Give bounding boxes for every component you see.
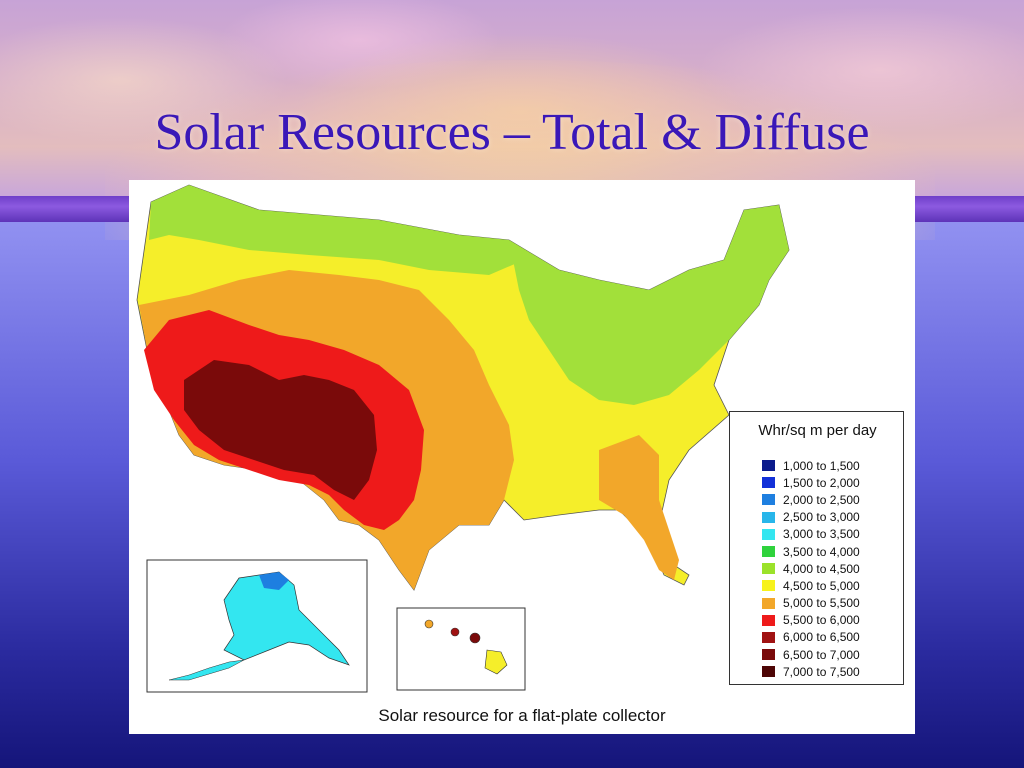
legend-swatch bbox=[762, 597, 775, 609]
solar-map bbox=[136, 184, 790, 693]
alaska-north bbox=[259, 572, 289, 590]
legend-item: 6,000 to 6,500 bbox=[762, 629, 860, 646]
legend-label: 6,000 to 6,500 bbox=[783, 630, 860, 645]
legend-item: 7,000 to 7,500 bbox=[762, 663, 860, 680]
legend-swatch bbox=[762, 477, 775, 489]
legend-item: 5,000 to 5,500 bbox=[762, 595, 860, 612]
legend-item: 1,500 to 2,000 bbox=[762, 474, 860, 491]
hawaii-island-oahu bbox=[450, 627, 460, 637]
legend-title: Whr/sq m per day bbox=[758, 422, 877, 439]
hawaii-island-kauai bbox=[424, 619, 434, 629]
legend-item: 4,000 to 4,500 bbox=[762, 560, 860, 577]
legend-item: 2,500 to 3,000 bbox=[762, 509, 860, 526]
map-panel: Whr/sq m per day 1,000 to 1,500 1,500 to … bbox=[129, 180, 915, 734]
legend-swatch bbox=[762, 563, 775, 575]
legend-label: 3,500 to 4,000 bbox=[783, 544, 860, 559]
legend-swatch bbox=[762, 614, 775, 626]
legend-swatch bbox=[762, 460, 775, 472]
zone-green-northeast bbox=[509, 205, 789, 405]
legend-label: 1,000 to 1,500 bbox=[783, 458, 860, 473]
legend-label: 2,500 to 3,000 bbox=[783, 510, 860, 525]
legend-item: 3,000 to 3,500 bbox=[762, 526, 860, 543]
legend-item: 5,500 to 6,000 bbox=[762, 612, 860, 629]
legend-label: 2,000 to 2,500 bbox=[783, 492, 860, 507]
hawaii-island-big bbox=[484, 649, 508, 675]
slide-title: Solar Resources – Total & Diffuse bbox=[154, 104, 870, 161]
map-caption: Solar resource for a flat-plate collecto… bbox=[378, 706, 666, 725]
legend-swatch bbox=[762, 649, 775, 661]
legend-item: 4,500 to 5,000 bbox=[762, 577, 860, 594]
legend-label: 5,500 to 6,000 bbox=[783, 613, 860, 628]
legend-swatch bbox=[762, 511, 775, 523]
hawaii-island-maui bbox=[469, 632, 481, 644]
legend-label: 7,000 to 7,500 bbox=[783, 664, 860, 679]
legend-item: 3,500 to 4,000 bbox=[762, 543, 860, 560]
legend-swatch bbox=[762, 546, 775, 558]
legend-rows: 1,000 to 1,500 1,500 to 2,000 2,000 to 2,5… bbox=[762, 457, 860, 680]
legend-label: 4,000 to 4,500 bbox=[783, 561, 860, 576]
alaska-shape bbox=[223, 571, 350, 666]
alaska-chain bbox=[168, 659, 245, 681]
legend-item: 1,000 to 1,500 bbox=[762, 457, 860, 474]
legend-swatch bbox=[762, 631, 775, 643]
legend-swatch bbox=[762, 666, 775, 678]
legend-label: 4,500 to 5,000 bbox=[783, 578, 860, 593]
legend-label: 1,500 to 2,000 bbox=[783, 475, 860, 490]
legend-item: 2,000 to 2,500 bbox=[762, 491, 860, 508]
legend-item: 6,500 to 7,000 bbox=[762, 646, 860, 663]
legend-swatch bbox=[762, 494, 775, 506]
legend-label: 6,500 to 7,000 bbox=[783, 647, 860, 662]
zone-orange-southeast bbox=[599, 435, 679, 580]
legend-label: 5,000 to 5,500 bbox=[783, 596, 860, 611]
zone-dark-red bbox=[184, 360, 377, 500]
map-legend: Whr/sq m per day 1,000 to 1,500 1,500 to … bbox=[729, 411, 904, 685]
hawaii-inset bbox=[396, 607, 526, 691]
zone-green-north bbox=[149, 185, 524, 275]
legend-swatch bbox=[762, 580, 775, 592]
legend-label: 3,000 to 3,500 bbox=[783, 527, 860, 542]
legend-swatch bbox=[762, 528, 775, 540]
